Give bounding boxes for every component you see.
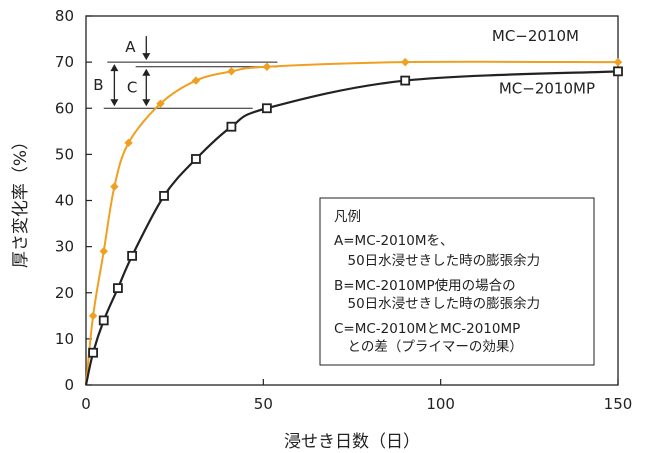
y-tick-label: 50 — [55, 145, 74, 163]
series-label-mc-2010m: MC−2010M — [492, 27, 579, 45]
data-point-mc-2010m — [156, 99, 165, 108]
data-point-mc-2010m — [401, 57, 410, 67]
legend-line: B=MC-2010MP使用の場合の — [334, 277, 516, 294]
y-tick-label: 30 — [55, 238, 74, 256]
y-tick-label: 10 — [55, 330, 74, 348]
legend-line: A=MC-2010Mを、 — [334, 233, 454, 249]
data-point-mc-2010mp — [226, 121, 237, 132]
labels: MC−2010M MC−2010MP — [492, 27, 595, 98]
annotation-b-label: B — [93, 76, 103, 94]
y-tick-label: 40 — [55, 192, 74, 210]
data-point-mc-2010m — [99, 247, 108, 256]
series-group — [84, 57, 623, 386]
legend-line: 50日水浸せきした時の膨張余力 — [334, 295, 540, 312]
data-point-mc-2010mp — [400, 75, 411, 86]
y-tick-label: 70 — [55, 53, 74, 71]
arrow-c-head-bottom — [142, 99, 151, 107]
annotation-c-label: C — [127, 78, 137, 96]
data-point-mc-2010m — [613, 57, 623, 67]
data-point-mc-2010m — [88, 311, 98, 321]
y-tick-label: 80 — [55, 7, 74, 25]
x-tick-label: 0 — [81, 395, 91, 413]
arrow-c-head-top — [142, 68, 151, 76]
legend: 凡例A=MC-2010Mを、 50日水浸せきした時の膨張余力B=MC-2010M… — [319, 197, 595, 366]
series-line-mc-2010m — [85, 60, 619, 386]
legend-line: との差（プライマーの効果） — [334, 339, 523, 355]
legend-title: 凡例 — [334, 209, 361, 225]
y-axis-title: 厚さ変化率（%） — [11, 133, 31, 268]
x-tick-label: 50 — [254, 395, 273, 413]
x-tick-label: 100 — [426, 395, 455, 413]
data-point-mc-2010m — [110, 182, 119, 191]
data-point-mc-2010mp — [159, 190, 169, 201]
data-point-mc-2010mp — [98, 315, 109, 326]
data-point-mc-2010m — [124, 138, 133, 148]
data-point-mc-2010mp — [191, 154, 201, 164]
data-point-mc-2010mp — [88, 347, 98, 358]
legend-line: C=MC-2010MとMC-2010MP — [334, 321, 520, 337]
series-label-mc-2010mp: MC−2010MP — [499, 79, 595, 97]
arrow-b-head-top — [110, 64, 119, 72]
legend-box — [319, 197, 595, 366]
data-point-mc-2010mp — [613, 66, 623, 77]
data-point-mc-2010mp — [127, 250, 138, 261]
annotation-a-label: A — [125, 38, 136, 56]
legend-line: 50日水浸せきした時の膨張余力 — [334, 252, 540, 269]
annotations: A B C — [93, 36, 278, 109]
arrow-a-head — [142, 53, 151, 61]
arrow-b-head-bottom — [110, 99, 119, 107]
data-point-mc-2010m — [262, 62, 272, 71]
axes: 0 10 20 30 40 50 60 70 80 0 50 100 150 浸せき日数（日） 厚さ変化率（… — [11, 7, 632, 452]
data-point-mc-2010mp — [261, 103, 272, 114]
data-point-mc-2010mp — [113, 283, 123, 294]
data-point-mc-2010m — [191, 76, 201, 85]
data-point-mc-2010m — [227, 67, 236, 76]
y-tick-label: 60 — [55, 99, 74, 117]
y-tick-label: 20 — [55, 284, 74, 302]
x-axis-title: 浸せき日数（日） — [284, 432, 420, 452]
x-tick-label: 150 — [604, 395, 633, 413]
y-tick-label: 0 — [64, 376, 74, 394]
